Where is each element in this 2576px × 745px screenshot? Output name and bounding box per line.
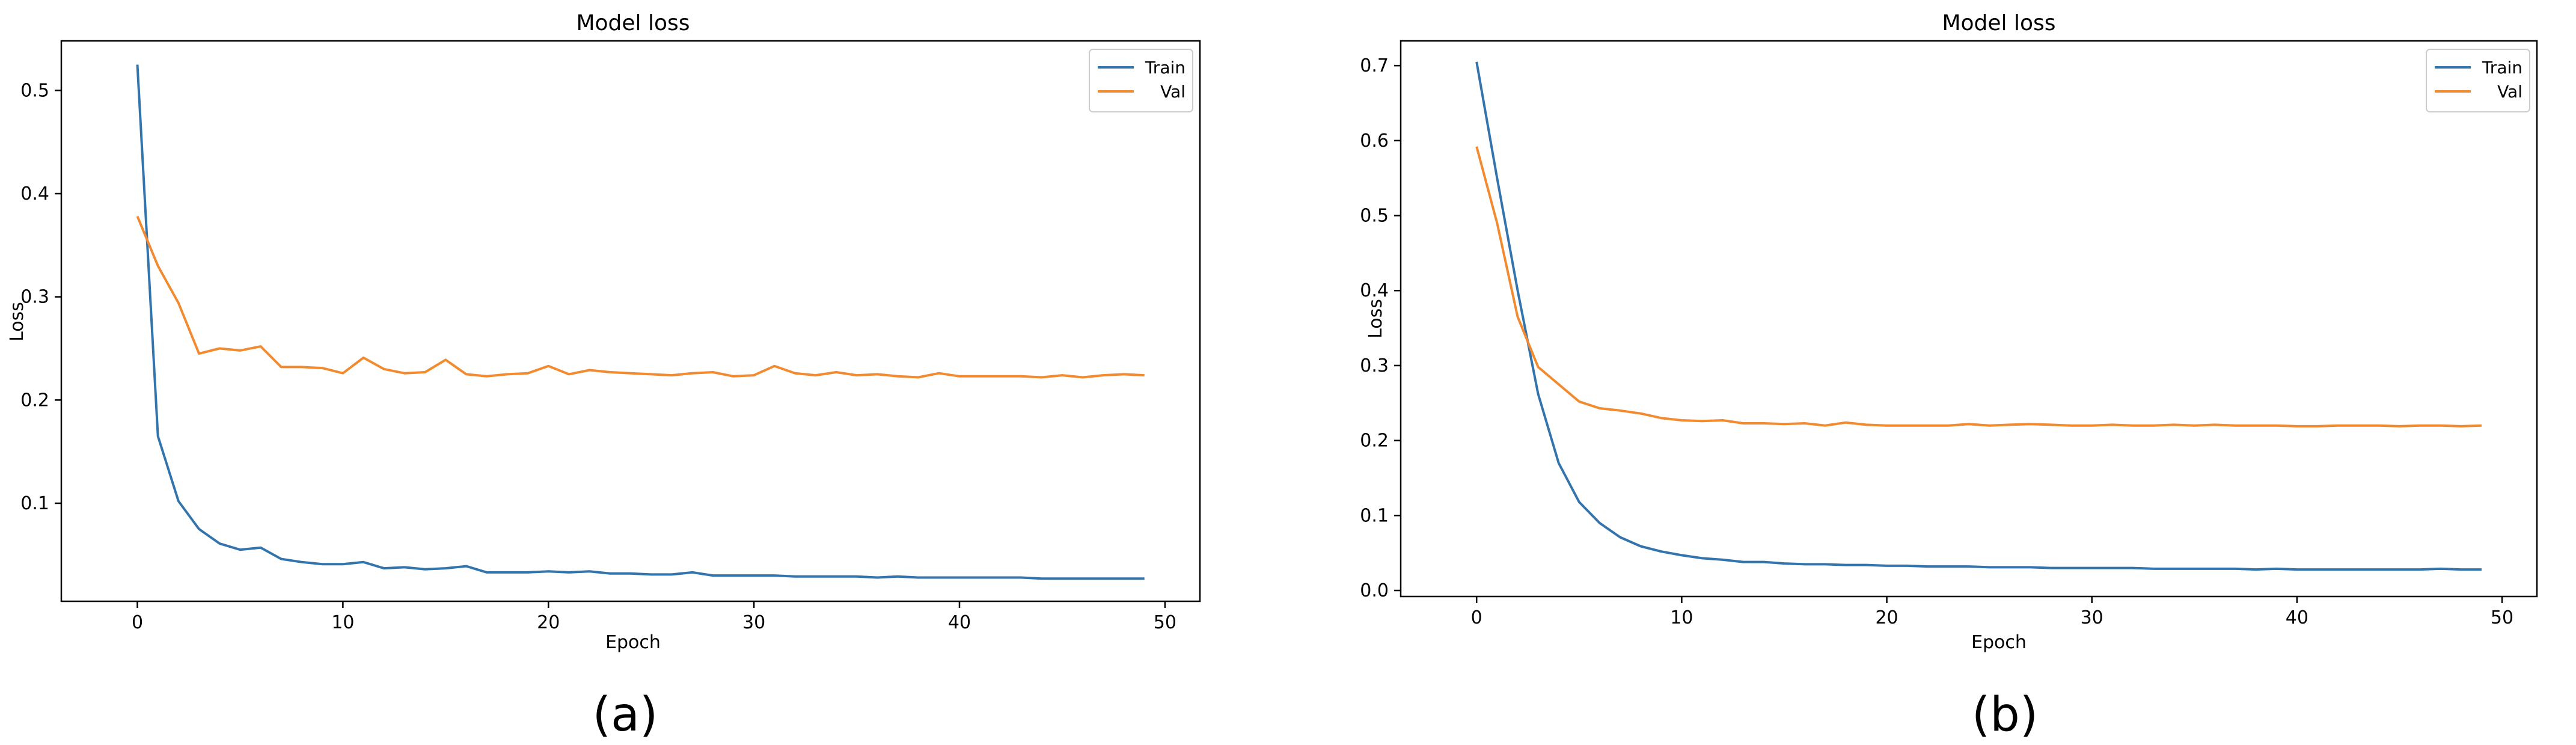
- series-line-val: [136, 216, 1145, 379]
- x-tick-label: 0: [132, 612, 143, 633]
- y-tick-label: 0.2: [20, 390, 49, 411]
- chart-a-plot: 0 10 20 30 40 50 0.1 0.2 0.3 0.4 0.5 Train Val: [20, 40, 1201, 633]
- axes-frame: [60, 40, 1201, 602]
- chart-b-plot: 0 10 20 30 40 50 0.0 0.1 0.2 0.3 0.4 0.5 0.6 0.7 Train…: [1360, 40, 2538, 628]
- y-tick-label: 0.1: [20, 493, 49, 514]
- legend-label-val: Val: [1160, 82, 1186, 102]
- chart-a-xlabel: Epoch: [605, 632, 661, 653]
- series-line-train: [136, 64, 1145, 580]
- legend-label-train: Train: [1145, 58, 1186, 78]
- legend-box: [1089, 49, 1193, 112]
- y-tick-label: 0.5: [1360, 206, 1389, 227]
- legend-label-val: Val: [2497, 82, 2522, 102]
- chart-b: Model loss 0 10 20 30 40 50 0.0 0.1 0.2 0.3 0.4 0.5…: [1360, 11, 2538, 653]
- series-line-val: [1475, 146, 2482, 428]
- chart-a-title: Model loss: [576, 11, 690, 35]
- y-tick-label: 0.5: [20, 80, 49, 101]
- x-tick-label: 10: [331, 612, 354, 633]
- axes-frame: [1400, 40, 2538, 598]
- y-tick-label: 0.7: [1360, 55, 1389, 76]
- x-tick-label: 40: [2286, 607, 2308, 628]
- x-tick-label: 0: [1471, 607, 1482, 628]
- series-line-train: [1475, 61, 2482, 571]
- legend-box: [2426, 49, 2530, 112]
- x-tick-label: 10: [1670, 607, 1693, 628]
- x-tick-label: 50: [1154, 612, 1176, 633]
- chart-b-ylabel: Loss: [1365, 299, 1386, 339]
- caption-a: (a): [593, 688, 658, 742]
- y-tick-label: 0.1: [1360, 505, 1389, 526]
- chart-a: Model loss 0 10 20 30 40 50 0.1 0.2 0.3 0.4 0.5 Tra…: [7, 11, 1201, 653]
- chart-b-xlabel: Epoch: [1971, 632, 2027, 653]
- legend-label-train: Train: [2482, 58, 2522, 78]
- y-tick-label: 0.0: [1360, 580, 1389, 601]
- y-tick-label: 0.4: [20, 183, 49, 204]
- x-tick-label: 30: [742, 612, 765, 633]
- caption-b: (b): [1972, 688, 2038, 742]
- y-tick-label: 0.3: [1360, 355, 1389, 376]
- y-tick-label: 0.3: [20, 287, 49, 308]
- x-tick-label: 40: [948, 612, 971, 633]
- x-tick-label: 30: [2081, 607, 2103, 628]
- x-tick-label: 20: [537, 612, 560, 633]
- chart-a-ylabel: Loss: [7, 302, 28, 342]
- y-tick-label: 0.4: [1360, 280, 1389, 301]
- y-tick-label: 0.2: [1360, 431, 1389, 452]
- chart-b-title: Model loss: [1942, 11, 2055, 35]
- y-tick-label: 0.6: [1360, 130, 1389, 152]
- x-tick-label: 20: [1875, 607, 1898, 628]
- x-tick-label: 50: [2491, 607, 2513, 628]
